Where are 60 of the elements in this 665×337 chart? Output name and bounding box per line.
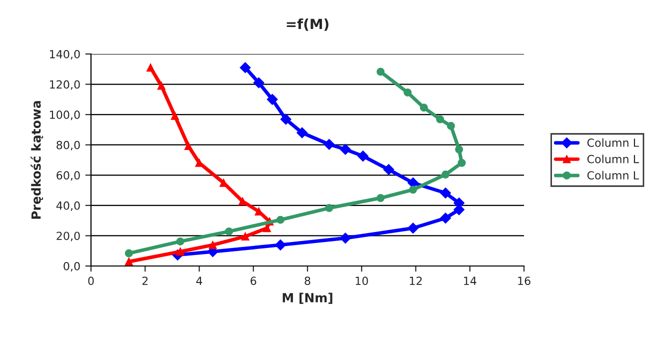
point <box>340 144 351 155</box>
x-tick-label: 4 <box>196 276 202 285</box>
y-tick-label: 140,0 <box>50 50 80 60</box>
point <box>280 114 292 125</box>
point <box>340 232 351 244</box>
point <box>275 240 286 250</box>
x-tick-label: 2 <box>142 276 148 285</box>
point <box>458 158 466 167</box>
point <box>446 122 455 130</box>
x-tick-label: 10 <box>356 276 368 286</box>
y-tick-label: 20,0 <box>56 232 80 242</box>
point <box>409 186 418 194</box>
point <box>376 194 385 202</box>
point <box>208 240 217 249</box>
x-tick-label: 0 <box>88 276 94 286</box>
y-tick-label: 80,0 <box>56 140 80 150</box>
point <box>325 204 334 212</box>
point <box>157 82 166 90</box>
point <box>436 115 444 124</box>
point <box>253 77 264 88</box>
point <box>276 216 284 224</box>
x-axis-title: M [Nm] <box>282 292 332 304</box>
chart-title: =f(M) <box>286 18 328 31</box>
point <box>225 227 234 236</box>
x-tick-label: 8 <box>304 276 310 286</box>
point <box>440 212 451 224</box>
point <box>124 249 133 258</box>
x-tick-label: 6 <box>250 276 256 286</box>
point <box>420 104 428 112</box>
y-tick-label: 100,0 <box>50 110 80 120</box>
y-tick-label: 60,0 <box>56 171 80 181</box>
point <box>440 188 451 198</box>
point <box>442 170 450 179</box>
point <box>176 237 184 246</box>
point <box>238 197 247 206</box>
x-tick-label: 14 <box>464 276 476 285</box>
legend-label: Column L <box>587 170 639 180</box>
x-tick-label: 12 <box>410 276 422 285</box>
point <box>408 222 418 234</box>
y-tick-label: 0,0 <box>64 262 80 272</box>
legend-label: Column L <box>587 154 639 164</box>
point <box>455 145 464 154</box>
y-axis-title: Prędkość kątowa <box>30 101 44 219</box>
x-tick-label: 16 <box>518 276 530 286</box>
point <box>266 94 278 105</box>
point <box>184 142 192 150</box>
point <box>324 138 335 150</box>
point <box>124 258 133 266</box>
point <box>404 88 412 96</box>
y-tick-label: 120,0 <box>50 80 80 90</box>
point <box>146 64 155 72</box>
point <box>296 127 308 138</box>
point <box>376 68 385 76</box>
point <box>358 150 368 162</box>
y-tick-label: 40,0 <box>56 201 80 211</box>
point <box>383 164 394 175</box>
point <box>170 112 179 120</box>
point <box>240 62 251 74</box>
point <box>241 232 250 240</box>
legend-label: Column L <box>587 138 639 147</box>
